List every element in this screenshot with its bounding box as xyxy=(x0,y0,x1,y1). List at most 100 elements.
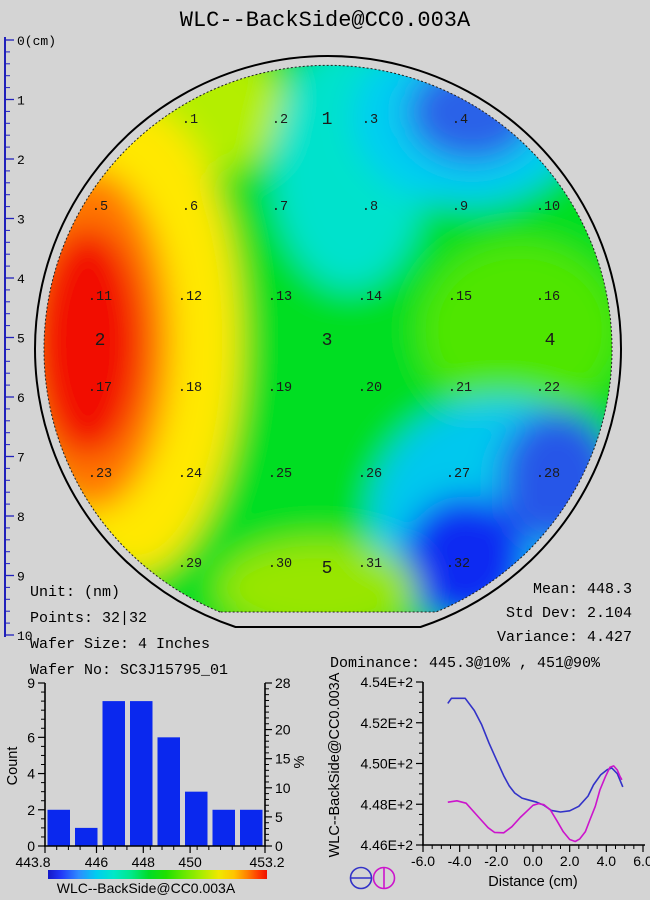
stat-points: Points: 32|32 xyxy=(30,610,148,627)
blob-red-left xyxy=(43,227,143,457)
wafer-point-label: .15 xyxy=(448,290,472,305)
wafer-point-label: .3 xyxy=(362,113,378,128)
page-title: WLC--BackSide@CC0.003A xyxy=(179,8,471,33)
profile-chart: 4.46E+24.48E+24.50E+24.52E+24.54E+2-6.0-… xyxy=(327,672,650,890)
wafer-point-label: .13 xyxy=(268,290,292,305)
histogram-bar xyxy=(185,791,208,846)
wafer-map: .1 .2 .3 .4 .5 .6 .7 .8 .9 .10 .11 .12 .13 .14 .15 .16.… xyxy=(34,54,622,628)
hist-pct-tick-label: 28 xyxy=(275,675,291,691)
wafer-point-label: .12 xyxy=(178,290,202,305)
wafer-point-label: .10 xyxy=(536,200,560,215)
blob-yellowgreen-bottom xyxy=(218,540,418,613)
wafer-point-label: .32 xyxy=(446,557,470,572)
profile-series-vertical-scan xyxy=(447,765,623,843)
profile-ytick-label: 4.48E+2 xyxy=(360,796,413,812)
wafer-point-label: .4 xyxy=(452,113,468,128)
profile-series-horizontal-scan xyxy=(447,697,624,813)
hist-xtick-label: 443.8 xyxy=(15,854,50,870)
hist-ytick-label: 9 xyxy=(27,675,35,691)
profile-xtick-label: -6.0 xyxy=(411,853,435,869)
ruler-tick-label: 4 xyxy=(17,272,25,287)
hist-ytick-label: 2 xyxy=(27,802,35,818)
profile-ylabel: WLC--BackSide@CC0.003A xyxy=(327,672,343,857)
wafer-point-label: .1 xyxy=(182,113,198,128)
ruler-tick-label: 8 xyxy=(17,510,25,525)
ruler-tick-label: 5 xyxy=(17,332,25,347)
wafer-point-label: .21 xyxy=(448,381,472,396)
hist-xtick-label: 453.2 xyxy=(249,854,284,870)
profile-ytick-label: 4.52E+2 xyxy=(360,715,413,731)
profile-xtick-label: 2.0 xyxy=(560,853,580,869)
profile-ytick-label: 4.50E+2 xyxy=(360,756,413,772)
hist-ylabel-count: Count xyxy=(5,747,21,786)
profile-ytick-label: 4.54E+2 xyxy=(360,674,413,690)
wafer-point-label: .25 xyxy=(268,467,292,482)
wafer-point-label: .22 xyxy=(536,381,560,396)
ruler-tick-label: 3 xyxy=(17,213,25,228)
hist-pct-tick-label: 5 xyxy=(275,809,283,825)
wafer-point-label: .2 xyxy=(272,113,288,128)
hist-pct-tick-label: 20 xyxy=(275,722,291,738)
stat-unit: Unit: (nm) xyxy=(30,584,121,601)
stat-wafer-no: Wafer No: SC3J15795_01 xyxy=(30,662,229,679)
histogram-bar xyxy=(75,827,98,846)
wafer-point-labels: .1 .2 .3 .4 .5 .6 .7 .8 .9 .10 .11 .12 .13 .14 .15 .16.… xyxy=(88,110,560,579)
hist-ytick-label: 0 xyxy=(27,838,35,854)
histogram-bar xyxy=(212,809,235,846)
wafer-point-label: .7 xyxy=(272,200,288,215)
wafer-point-label: .14 xyxy=(358,290,382,305)
wafer-point-label: .26 xyxy=(358,467,382,482)
wafer-point-label: .23 xyxy=(88,467,112,482)
hist-pct-tick-label: 10 xyxy=(275,780,291,796)
profile-xtick-label: -2.0 xyxy=(484,853,508,869)
profile-xtick-label: 0.0 xyxy=(523,853,543,869)
profile-xtick-label: -4.0 xyxy=(448,853,472,869)
stat-dominance: Dominance: 445.3@10% , 451@90% xyxy=(330,655,601,672)
hist-pct-tick-label: 0 xyxy=(275,838,283,854)
wafer-region-label: 2 xyxy=(95,331,106,351)
histogram-bar xyxy=(47,809,70,846)
hist-ytick-label: 6 xyxy=(27,729,35,745)
stat-wafer-size: Wafer Size: 4 Inches xyxy=(30,636,211,653)
wafer-point-label: .17 xyxy=(88,381,112,396)
blob-brightgreen-right xyxy=(420,240,613,420)
blob-blue-topright xyxy=(408,65,536,162)
wafer-point-label: .5 xyxy=(92,200,108,215)
ruler-tick-label: 2 xyxy=(17,153,25,168)
wafer-point-label: .8 xyxy=(362,200,378,215)
ruler-tick-label: 1 xyxy=(17,94,25,109)
ruler: 0(cm) 1 2 3 4 5 6 7 8 9 10 xyxy=(4,34,56,644)
wafer-point-label: .31 xyxy=(358,557,382,572)
ruler-tick-label: 10 xyxy=(17,629,33,644)
wafer-region-label: 4 xyxy=(545,331,556,351)
profile-xtick-label: 4.0 xyxy=(597,853,617,869)
colorbar-label: WLC--BackSide@CC0.003A xyxy=(57,880,236,896)
wafer-point-label: .28 xyxy=(536,467,560,482)
profile-xlabel: Distance (cm) xyxy=(488,874,577,890)
histogram-chart: 0 2 4 6 9 0 5 10 15 20 28 443.8 446 448 450 453.2 Count% xyxy=(5,675,308,870)
histogram-bar xyxy=(240,809,263,846)
hist-xtick-label: 446 xyxy=(85,854,109,870)
ruler-tick-label: 6 xyxy=(17,391,25,406)
wafer-outline xyxy=(34,54,622,628)
stat-variance: Variance: 4.427 xyxy=(496,629,632,646)
hist-xtick-label: 448 xyxy=(132,854,156,870)
wafer-point-label: .6 xyxy=(182,200,198,215)
colorbar-gradient xyxy=(48,870,267,879)
ruler-tick-label: 0(cm) xyxy=(17,34,56,49)
wafer-point-label: .9 xyxy=(452,200,468,215)
histogram-bar xyxy=(130,701,153,846)
wafer-region-label: 5 xyxy=(322,559,333,579)
wafer-point-label: .29 xyxy=(178,557,202,572)
colorbar: WLC--BackSide@CC0.003A xyxy=(48,870,267,896)
stat-std-dev: Std Dev: 2.104 xyxy=(505,605,632,622)
wafer-point-label: .18 xyxy=(178,381,202,396)
ruler-tick-label: 7 xyxy=(17,451,25,466)
wafer-data-boundary xyxy=(43,64,613,613)
wafer-point-label: .27 xyxy=(446,467,470,482)
ruler-tick-label: 9 xyxy=(17,570,25,585)
wafer-point-label: .19 xyxy=(268,381,292,396)
profile-ytick-label: 4.46E+2 xyxy=(360,837,413,853)
